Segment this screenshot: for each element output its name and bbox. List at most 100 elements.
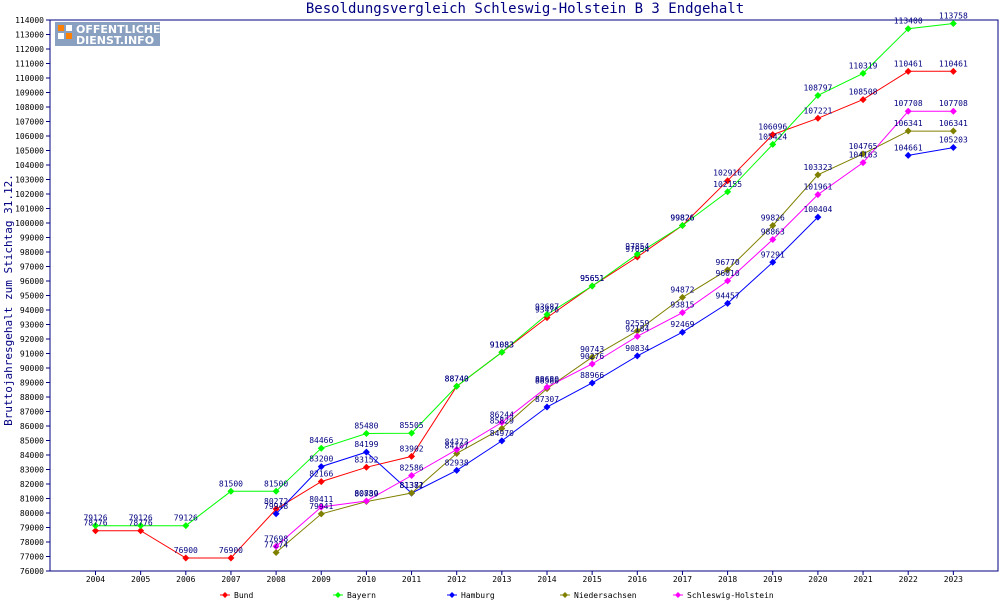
x-tick-label: 2016 xyxy=(628,575,647,584)
data-label-schleswig-holstein: 80830 xyxy=(354,489,378,498)
legend-label-bayern: Bayern xyxy=(347,591,376,600)
data-label-bund: 80272 xyxy=(264,497,288,506)
data-label-hamburg: 82938 xyxy=(445,458,469,467)
data-label-bund: 91083 xyxy=(490,340,514,349)
data-point-schleswig-holstein xyxy=(453,446,461,454)
y-tick-label: 96000 xyxy=(20,277,44,286)
data-label-hamburg: 100404 xyxy=(803,205,832,214)
y-tick-label: 92000 xyxy=(20,335,44,344)
data-label-niedersachsen: 104765 xyxy=(849,142,878,151)
legend-label-bund: Bund xyxy=(234,591,253,600)
series-line-bayern xyxy=(95,23,954,527)
data-point-bayern xyxy=(317,444,325,452)
data-point-bayern xyxy=(904,25,912,33)
data-label-niedersachsen: 77274 xyxy=(264,541,288,550)
x-tick-label: 2018 xyxy=(718,575,737,584)
data-point-schleswig-holstein xyxy=(724,277,732,285)
data-point-bund xyxy=(949,67,957,75)
data-point-hamburg xyxy=(272,510,280,518)
y-tick-label: 104000 xyxy=(15,161,44,170)
data-label-hamburg: 87307 xyxy=(535,395,559,404)
x-tick-label: 2020 xyxy=(808,575,827,584)
data-label-bund: 78776 xyxy=(83,519,107,528)
data-label-bayern: 79126 xyxy=(174,514,198,523)
y-tick-label: 102000 xyxy=(15,190,44,199)
data-point-schleswig-holstein xyxy=(408,472,416,480)
data-label-bayern: 99826 xyxy=(670,214,694,223)
y-tick-label: 77000 xyxy=(20,553,44,562)
data-label-hamburg: 84970 xyxy=(490,429,514,438)
data-point-niedersachsen xyxy=(317,510,325,518)
data-point-bayern xyxy=(408,429,416,437)
x-tick-label: 2013 xyxy=(492,575,511,584)
y-tick-label: 108000 xyxy=(15,103,44,112)
data-point-niedersachsen xyxy=(724,266,732,274)
x-tick-label: 2012 xyxy=(447,575,466,584)
data-label-bund: 82166 xyxy=(309,470,333,479)
data-label-niedersachsen: 90743 xyxy=(580,345,604,354)
x-tick-label: 2017 xyxy=(673,575,692,584)
data-label-bund: 76900 xyxy=(174,546,198,555)
data-label-schleswig-holstein: 107708 xyxy=(939,99,968,108)
data-point-schleswig-holstein xyxy=(904,107,912,115)
legend-marker-niedersachsen xyxy=(562,592,568,598)
data-point-schleswig-holstein xyxy=(814,191,822,199)
data-point-bund xyxy=(859,96,867,104)
x-tick-label: 2006 xyxy=(176,575,195,584)
series-line-schleswig-holstein xyxy=(275,110,954,547)
data-point-niedersachsen xyxy=(633,327,641,335)
data-point-bayern xyxy=(182,522,190,530)
x-tick-label: 2009 xyxy=(312,575,331,584)
y-tick-label: 110000 xyxy=(15,74,44,83)
logo-square-icon xyxy=(66,25,72,31)
y-tick-label: 107000 xyxy=(15,118,44,127)
legend: Bund Bayern Hamburg Niedersachsen Schleswig-… xyxy=(220,591,774,600)
data-label-bayern: 97854 xyxy=(625,242,649,251)
data-label-hamburg: 104661 xyxy=(894,143,923,152)
data-point-bund xyxy=(724,177,732,185)
logo-square-icon xyxy=(58,33,64,39)
data-label-bayern: 95651 xyxy=(580,274,604,283)
data-point-schleswig-holstein xyxy=(859,159,867,167)
data-point-bayern xyxy=(543,311,551,319)
data-label-schleswig-holstein: 84373 xyxy=(445,438,469,447)
data-point-niedersachsen xyxy=(453,449,461,457)
y-tick-label: 86000 xyxy=(20,422,44,431)
data-point-schleswig-holstein xyxy=(588,360,596,368)
logo-text-line2: DIENST.INFO xyxy=(76,34,154,47)
data-label-bayern: 81500 xyxy=(264,479,288,488)
data-point-bund xyxy=(317,478,325,486)
data-point-hamburg xyxy=(453,466,461,474)
data-point-niedersachsen xyxy=(814,171,822,179)
data-label-bayern: 85480 xyxy=(354,422,378,431)
data-label-bund: 102916 xyxy=(713,169,742,178)
data-point-hamburg xyxy=(498,437,506,445)
data-label-niedersachsen: 84107 xyxy=(445,441,469,450)
logo-text-line1: OFFENTLICHER xyxy=(76,23,169,36)
y-tick-label: 101000 xyxy=(15,205,44,214)
site-logo: OFFENTLICHER DIENST.INFO xyxy=(55,22,169,47)
y-tick-label: 88000 xyxy=(20,393,44,402)
data-label-bayern: 84466 xyxy=(309,436,333,445)
data-point-hamburg xyxy=(362,448,370,456)
data-point-bayern xyxy=(814,91,822,99)
data-point-hamburg xyxy=(543,403,551,411)
logo-square-icon xyxy=(58,25,64,31)
data-label-hamburg: 83200 xyxy=(309,455,333,464)
data-label-hamburg: 92469 xyxy=(670,320,694,329)
data-label-schleswig-holstein: 88680 xyxy=(535,375,559,384)
data-label-schleswig-holstein: 104163 xyxy=(849,151,878,160)
data-point-bund xyxy=(362,463,370,471)
data-label-niedersachsen: 92559 xyxy=(625,319,649,328)
data-label-hamburg: 84199 xyxy=(354,440,378,449)
logo-background xyxy=(55,22,160,46)
data-point-hamburg xyxy=(769,258,777,266)
data-label-bayern: 105424 xyxy=(758,132,787,141)
data-label-niedersachsen: 81382 xyxy=(400,481,424,490)
legend-marker-schleswig-holstein xyxy=(675,592,681,598)
data-label-bayern: 102155 xyxy=(713,180,742,189)
x-tick-label: 2007 xyxy=(221,575,240,584)
y-tick-label: 81000 xyxy=(20,495,44,504)
data-label-schleswig-holstein: 98863 xyxy=(761,227,785,236)
